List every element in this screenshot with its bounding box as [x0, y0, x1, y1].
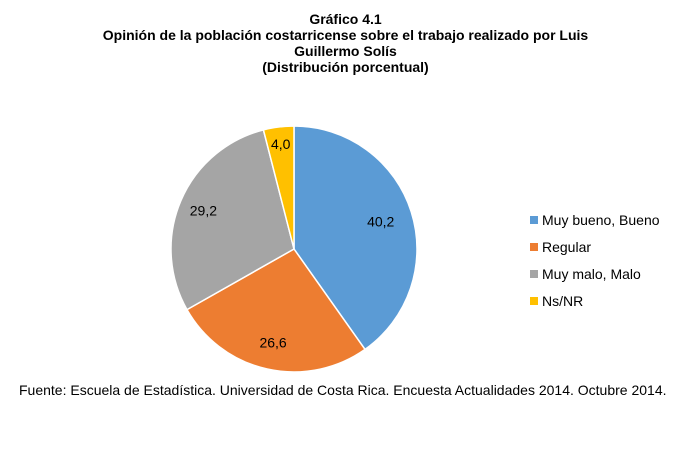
- legend-label-muy-malo-malo: Muy malo, Malo: [542, 266, 641, 282]
- data-label-muy-bueno-bueno: 40,2: [367, 213, 394, 229]
- chart-subtitle-line-1: Opinión de la población costarricense so…: [102, 27, 589, 43]
- data-label-ns-nr: 4,0: [271, 136, 291, 152]
- legend-label-ns-nr: Ns/NR: [542, 293, 583, 309]
- pie-slice-muy-bueno-bueno: [293, 125, 418, 351]
- legend: Muy bueno, Bueno Regular Muy malo, Malo Ns/…: [530, 212, 660, 309]
- chart-title-block: Gráfico 4.1 Opinión de la población cost…: [0, 11, 691, 75]
- pie-chart: 40,226,629,24,0 Muy bueno, BuenoRegularM…: [170, 125, 660, 373]
- data-label-regular: 26,6: [259, 335, 286, 351]
- pie-data-labels: 40,2 26,6 29,2 4,0: [190, 136, 395, 351]
- legend-label-regular: Regular: [542, 239, 591, 255]
- pie-slice-regular: [185, 248, 367, 373]
- legend-swatch-muy-bueno-bueno: [530, 216, 538, 224]
- source-note: Fuente: Escuela de Estadística. Universi…: [19, 382, 667, 398]
- legend-swatch-regular: [530, 243, 538, 251]
- pie-slice-ns-nr: [262, 125, 295, 250]
- data-label-muy-malo-malo: 29,2: [190, 203, 217, 219]
- pie-slice-muy-malo-malo: [170, 128, 295, 311]
- legend-swatch-muy-malo-malo: [530, 270, 538, 278]
- pie-slices: [170, 125, 418, 373]
- chart-title: Gráfico 4.1: [309, 11, 382, 27]
- chart-subtitle-line-3: (Distribución porcentual): [262, 59, 429, 75]
- chart-subtitle-line-2: Guillermo Solís: [294, 43, 397, 59]
- legend-swatch-ns-nr: [530, 297, 538, 305]
- legend-label-muy-bueno-bueno: Muy bueno, Bueno: [542, 212, 660, 228]
